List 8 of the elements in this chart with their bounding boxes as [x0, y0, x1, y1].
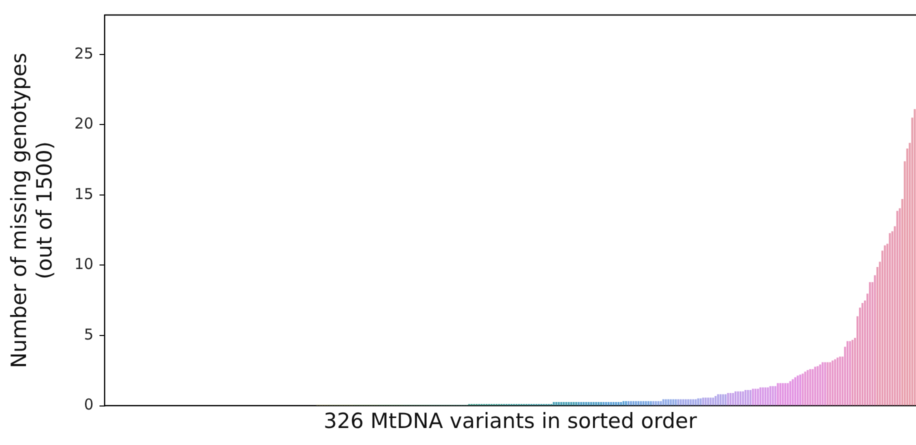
y-tick-label: 25: [74, 44, 94, 62]
y-tick-label: 5: [84, 325, 94, 344]
x-axis-title: 326 MtDNA variants in sorted order: [324, 408, 698, 433]
y-tick-label: 0: [84, 396, 94, 414]
y-tick-label: 20: [74, 114, 94, 133]
y-axis-title: Number of missing genotypes (out of 1500): [7, 52, 56, 368]
y-tick-label: 10: [74, 255, 94, 274]
y-tick-label: 15: [74, 184, 94, 203]
